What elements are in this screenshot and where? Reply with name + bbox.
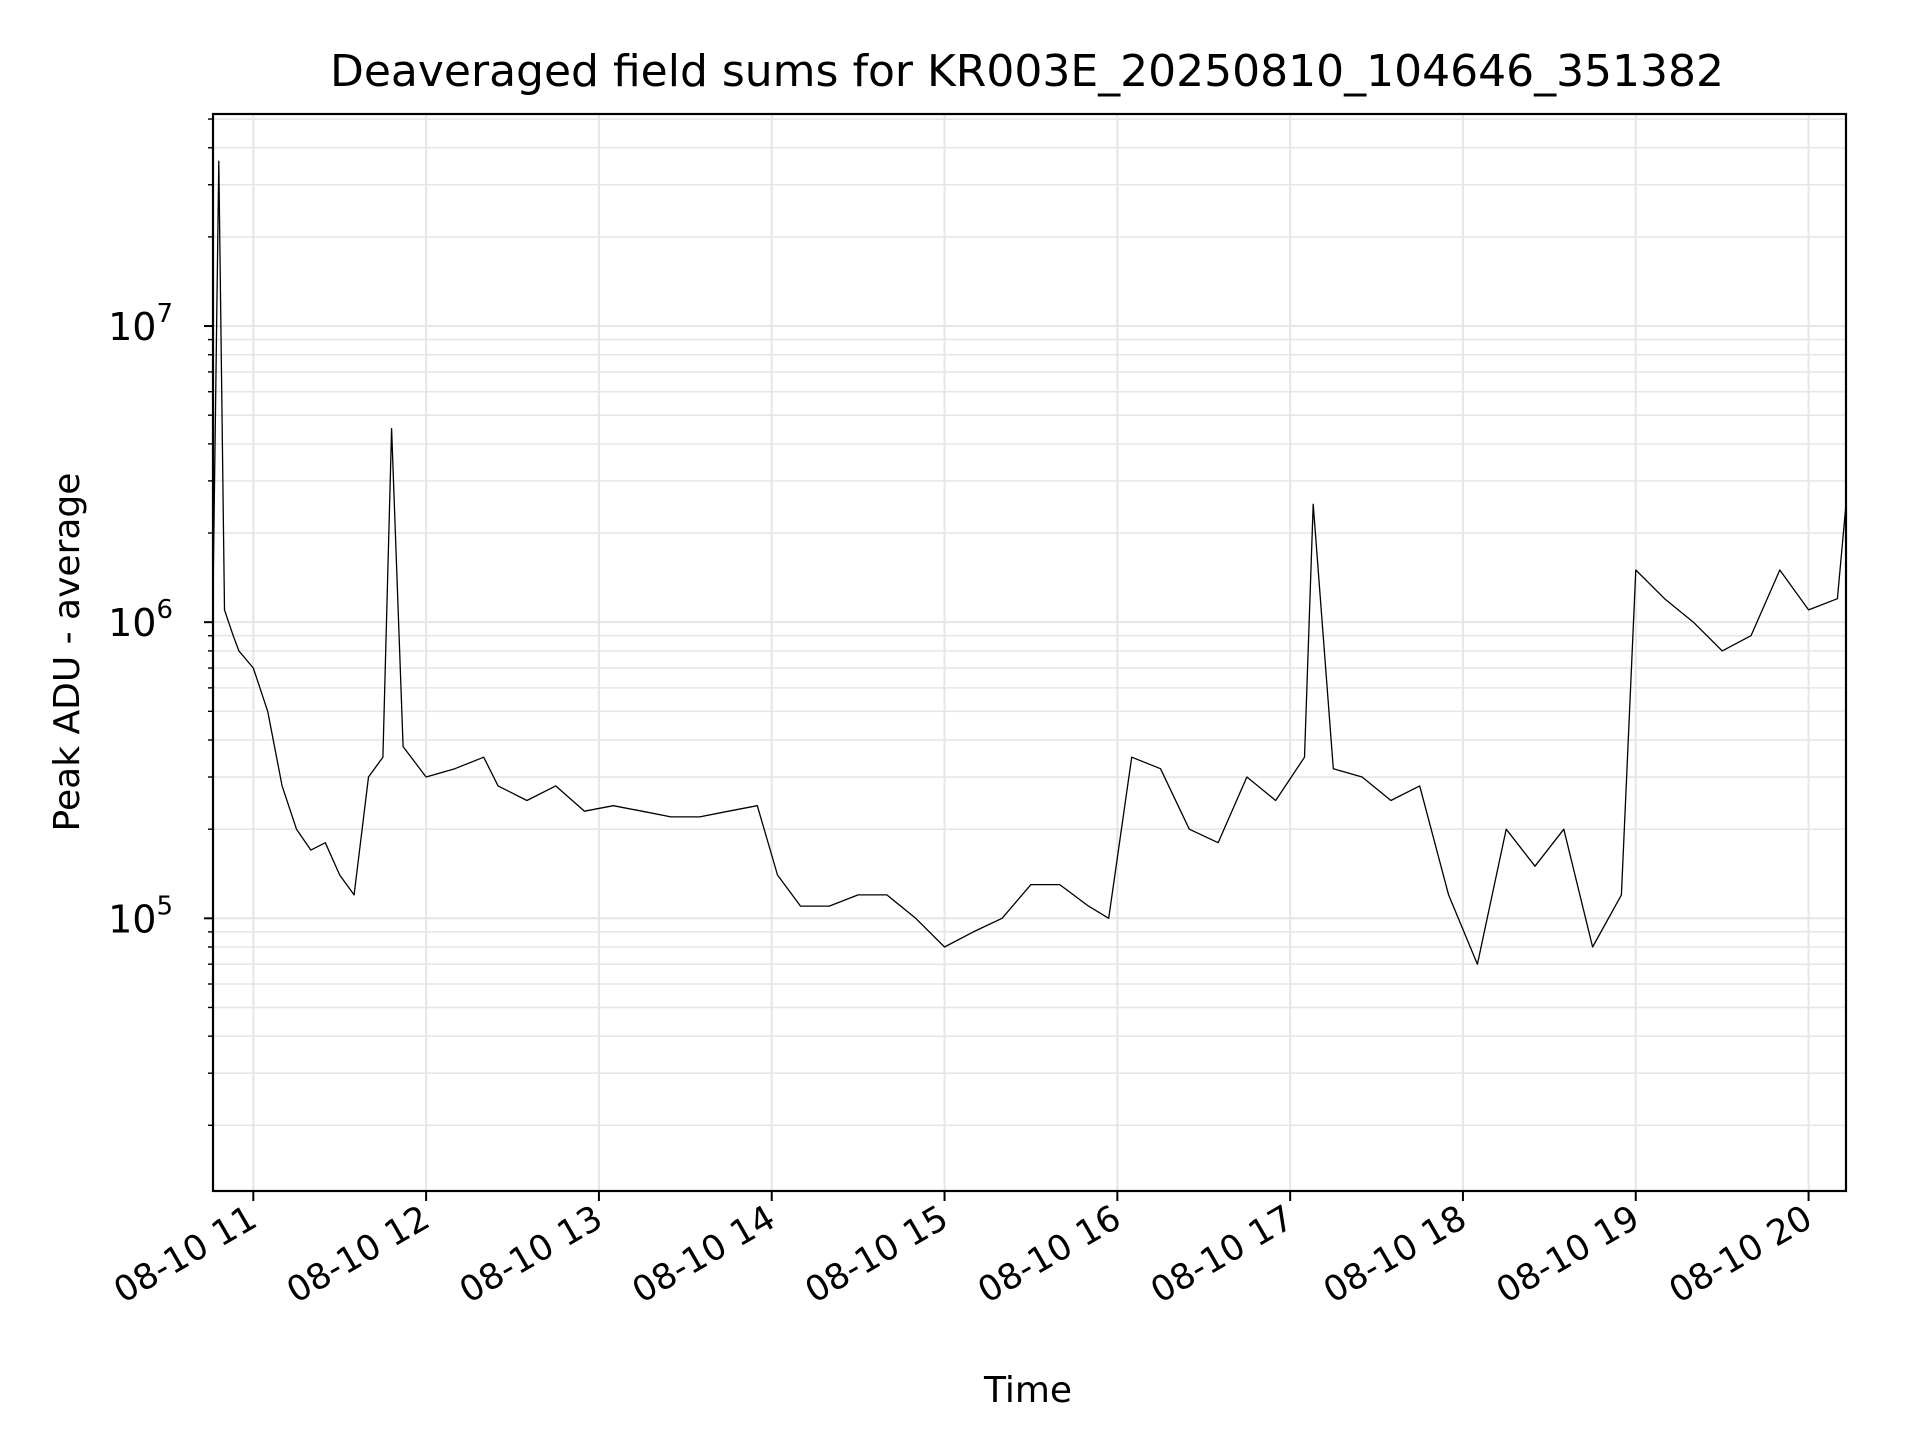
series-line <box>212 160 1847 965</box>
y-tick-label: 105 <box>108 891 173 941</box>
series-line-group <box>212 160 1847 965</box>
grid-lines <box>213 114 1846 1191</box>
y-tick-label: 107 <box>108 299 173 349</box>
y-tick-labels: 105 106 107 <box>108 299 173 941</box>
y-tick-label: 106 <box>108 595 173 645</box>
plot-area <box>213 114 1846 1191</box>
plot-frame <box>211 112 1848 1193</box>
chart-title: Deaveraged field sums for KR003E_2025081… <box>330 46 1724 97</box>
x-axis-label: Time <box>983 1370 1072 1411</box>
y-axis-label: Peak ADU - average <box>47 473 88 832</box>
axis-ticks <box>204 118 1810 1201</box>
